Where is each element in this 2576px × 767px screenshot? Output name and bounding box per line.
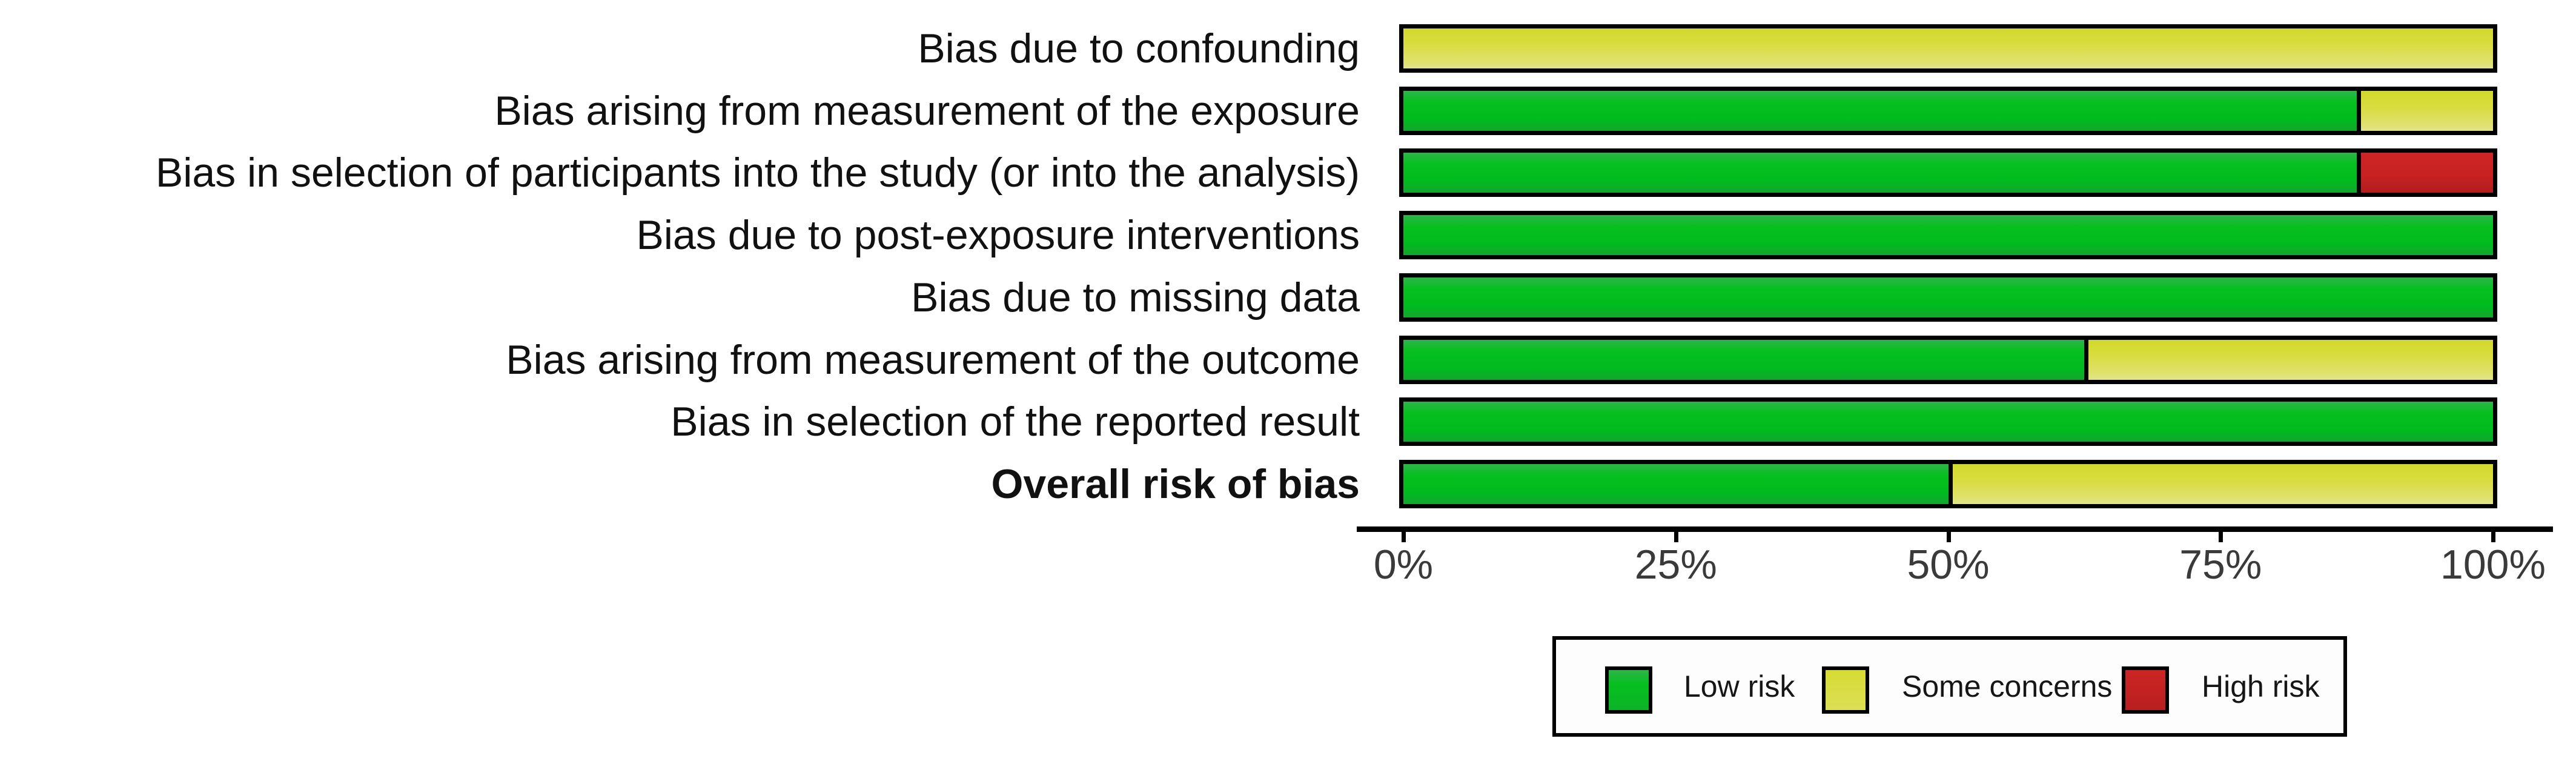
bar-segment-low-risk	[1403, 339, 2085, 380]
stacked-bar	[1399, 86, 2497, 135]
bar-segment-some-concerns	[2084, 339, 2493, 380]
x-tick-label: 75%	[2179, 542, 2262, 588]
x-tick-label: 25%	[1634, 542, 1717, 588]
bar-segment-low-risk	[1403, 277, 2493, 317]
legend-label-low-risk: Low risk	[1684, 669, 1795, 703]
bar-row: Bias due to confounding	[0, 24, 2576, 73]
category-label: Overall risk of bias	[991, 460, 1360, 507]
bar-segment-high-risk	[2357, 153, 2493, 193]
x-tick	[2219, 531, 2223, 542]
bar-segment-some-concerns	[1948, 463, 2493, 504]
category-label: Bias due to post-exposure interventions	[636, 212, 1360, 259]
bar-row: Bias in selection of participants into t…	[0, 148, 2576, 198]
x-tick-label: 50%	[1907, 542, 1990, 588]
bar-row: Bias due to post-exposure interventions	[0, 211, 2576, 260]
x-tick-label: 100%	[2440, 542, 2546, 588]
bar-row: Bias arising from measurement of the out…	[0, 335, 2576, 384]
x-tick	[1946, 531, 1951, 542]
x-tick-label: 0%	[1373, 542, 1434, 588]
bar-row: Bias due to missing data	[0, 273, 2576, 322]
bar-row: Bias in selection of the reported result	[0, 397, 2576, 447]
legend: Low risk Some concerns High risk	[1552, 636, 2347, 737]
category-label: Bias in selection of the reported result	[670, 399, 1360, 445]
bar-segment-low-risk	[1403, 402, 2493, 442]
category-label: Bias in selection of participants into t…	[155, 150, 1360, 196]
stacked-bar	[1399, 397, 2497, 447]
x-tick	[2491, 531, 2495, 542]
category-label: Bias arising from measurement of the out…	[506, 336, 1360, 383]
x-tick	[1402, 531, 1406, 542]
x-tick	[1674, 531, 1678, 542]
stacked-bar	[1399, 211, 2497, 260]
bar-segment-low-risk	[1403, 215, 2493, 256]
stacked-bar	[1399, 335, 2497, 384]
bar-row: Overall risk of bias	[0, 459, 2576, 508]
bar-segment-low-risk	[1403, 153, 2357, 193]
legend-swatch-low-risk	[1605, 666, 1652, 714]
legend-label-high-risk: High risk	[2202, 669, 2320, 703]
category-label: Bias due to confounding	[918, 25, 1360, 71]
bar-segment-some-concerns	[1403, 28, 2493, 68]
stacked-bar	[1399, 148, 2497, 198]
bar-segment-some-concerns	[2357, 90, 2493, 131]
legend-swatch-some-concerns	[1822, 666, 1869, 714]
stacked-bar	[1399, 273, 2497, 322]
x-axis-line	[1357, 526, 2553, 532]
stacked-bar	[1399, 24, 2497, 73]
stacked-bar	[1399, 459, 2497, 508]
category-label: Bias arising from measurement of the exp…	[494, 87, 1360, 134]
legend-swatch-high-risk	[2122, 666, 2169, 714]
category-label: Bias due to missing data	[911, 274, 1360, 320]
bar-segment-low-risk	[1403, 90, 2357, 131]
bar-row: Bias arising from measurement of the exp…	[0, 86, 2576, 135]
bar-segment-low-risk	[1403, 463, 1949, 504]
legend-label-some-concerns: Some concerns	[1902, 669, 2113, 703]
